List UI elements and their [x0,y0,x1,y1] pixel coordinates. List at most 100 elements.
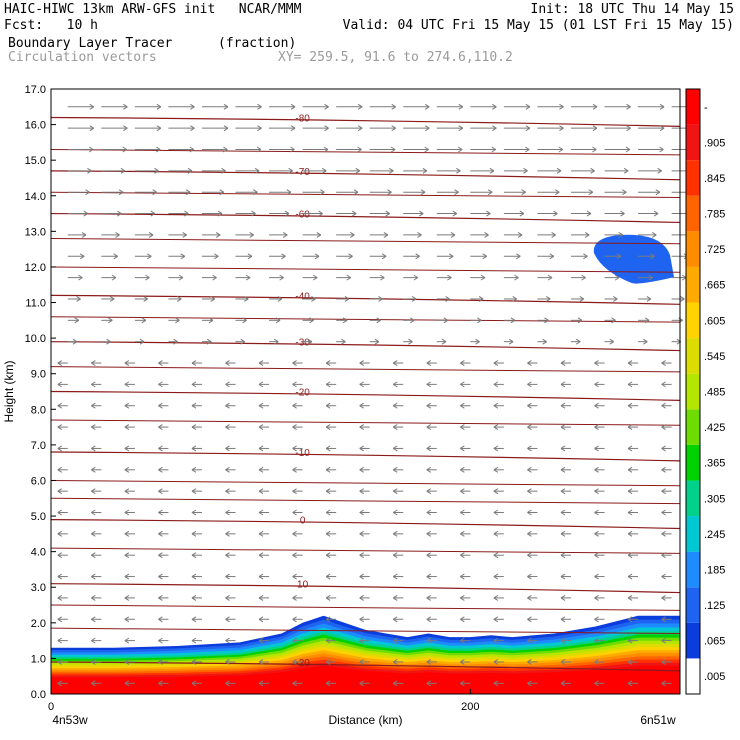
wind-vector-head [57,530,63,537]
wind-vector-head [392,552,398,559]
wind-vector-head [527,445,532,452]
wind-vector-head [191,509,197,516]
wind-vector-head [124,360,130,366]
wind-vector-head [91,360,96,366]
wind-vector-head [460,637,465,644]
wind-vector-head [225,381,230,388]
wind-vector-head [258,594,264,601]
wind-vector-head [521,189,526,196]
wind-vector-head [426,424,432,431]
colorbar-swatch [686,160,700,196]
wind-vector-head [460,509,465,516]
wind-vector-head [191,594,197,601]
wind-vector-head [148,231,154,238]
wind-vector-head [115,231,120,238]
wind-vector-head [661,616,666,623]
wind-vector-head [594,552,599,559]
wind-vector-head [225,680,230,687]
isotherm-label: -70 [295,167,310,178]
wind-vector-head [594,488,599,495]
wind-vector-head [627,488,633,495]
isotherm-line [50,116,681,127]
wind-vector-head [87,167,92,174]
cross-section-endpoints: XY= 259.5, 91.6 to 274.6,110.2 [278,50,513,65]
field-name: Boundary Layer Tracer [8,36,173,51]
wind-vector-head [625,146,631,153]
isotherm-line [50,627,681,634]
x-axis-label: Distance (km) [328,713,402,727]
wind-vector-head [158,659,163,665]
colorbar-tick-label: .725 [704,244,725,256]
wind-vector-head [389,167,394,174]
wind-vector-head [525,125,531,132]
wind-vector-head [678,317,683,324]
wind-vector-head [594,381,599,388]
wind-vector-head [245,274,251,281]
wind-vector-head [383,231,389,238]
wind-vector-head [644,317,650,324]
wind-vector-head [189,146,195,153]
wind-vector-head [545,296,551,302]
wind-vector-head [312,274,318,281]
wind-vector-head [258,530,264,537]
y-tick-label: 11.0 [25,298,46,310]
wind-vector-head [124,680,130,687]
wind-vector-head [661,466,666,473]
wind-vector-head [493,424,499,431]
wind-vector-head [627,381,633,388]
wind-vector-head [139,338,145,345]
wind-vector-head [643,338,648,345]
wind-vector-head [510,317,516,324]
wind-vector-head [91,402,96,409]
wind-vector-head [325,573,331,580]
wind-vector-head [225,402,230,409]
wind-vector-head [387,189,392,196]
wind-vector-head [560,509,566,516]
wind-vector-head [359,659,364,665]
wind-vector-head [426,530,432,537]
colorbar-tick-label: .005 [704,671,725,683]
wind-vector-head [210,296,216,302]
wind-vector-head [460,360,465,366]
wind-vector-head [443,317,449,324]
wind-vector-head [359,360,364,366]
isotherm-line [50,661,681,672]
wind-vector-head [325,680,331,687]
wind-vector-head [424,146,429,153]
wind-vector-head [560,488,566,495]
wind-vector-head [273,338,279,345]
isotherm-label: -80 [295,113,310,124]
wind-vector-head [325,637,331,644]
wind-vector-head [508,338,514,345]
wind-vector-head [57,509,63,516]
wind-vector-head [475,338,480,345]
colorbar-swatch [686,338,700,374]
isotherm-line [50,451,681,462]
temperature-contours: -80 -70 -60 -40 -30 -20 -10 0 10 -20 [50,113,681,672]
wind-vector-head [661,594,666,601]
wind-vector-head [627,509,633,516]
wind-vector-head [424,103,430,110]
wind-vector-head [323,146,329,153]
wind-vector-head [560,445,566,452]
wind-vector-head [152,189,157,196]
wind-vector-head [258,573,264,580]
wind-vector-head [225,594,230,601]
wind-vector-head [512,296,517,302]
wind-vector-head [560,637,566,644]
wind-vector-head [460,466,465,473]
wind-vector-head [91,573,96,580]
wind-vector-head [594,637,599,644]
wind-vector-head [292,616,297,623]
isotherm-line [50,237,681,245]
wind-vector-head [549,253,555,260]
wind-vector-head [325,488,331,495]
wind-vector-head [493,381,499,388]
wind-vector-head [560,573,566,580]
wind-vector-head [487,189,493,196]
wind-vector-head [627,360,633,366]
wind-vector-head [290,146,295,153]
wind-vector-head [124,466,130,473]
wind-vector-head [191,530,197,537]
wind-vector-head [378,296,383,302]
